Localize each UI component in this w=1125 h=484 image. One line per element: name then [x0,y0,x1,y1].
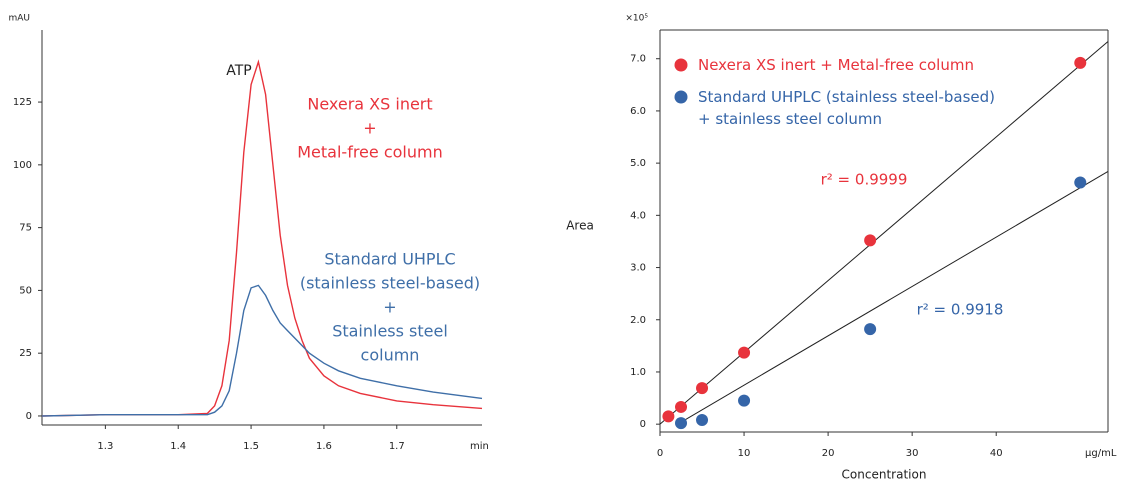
y-unit: ×10⁵ [625,14,648,24]
annotation: (stainless steel-based) [300,274,480,293]
data-point [738,346,751,359]
x-tick-label: 20 [822,448,835,459]
y-tick-label: 0 [640,419,646,430]
x-tick-label: 40 [990,448,1003,459]
y-tick-label: 1.0 [630,367,646,378]
x-unit: µg/mL [1085,448,1117,459]
fit-line [677,171,1109,425]
y-tick-label: 5.0 [630,158,646,169]
legend-marker [674,58,688,72]
annotation: Standard UHPLC [324,250,455,269]
y-tick-label: 75 [19,223,32,234]
legend-label: Standard UHPLC (stainless steel-based) +… [698,88,995,128]
legend-marker [674,90,688,104]
data-point [1074,56,1087,69]
data-point [662,410,675,423]
data-point [738,394,751,407]
x-tick-label: 1.7 [389,441,405,452]
data-point [1074,176,1087,189]
x-tick-label: 1.3 [97,441,113,452]
data-point [696,413,709,426]
annotation: Metal-free column [297,143,442,162]
data-point [696,382,709,395]
legend-label: Nexera XS inert + Metal-free column [698,56,974,74]
series-line [41,284,483,417]
data-point [675,400,688,413]
series-line [41,59,483,417]
y-tick-label: 3.0 [630,263,646,274]
annotation: + [363,119,376,138]
data-point [864,234,877,247]
y-axis-title: Area [566,219,594,233]
fit-line [659,41,1109,425]
y-tick-label: 6.0 [630,106,646,117]
annotation: r² = 0.9999 [821,171,908,189]
x-tick-label: 0 [657,448,663,459]
y-tick-label: 2.0 [630,315,646,326]
y-unit: mAU [8,14,30,24]
data-point [675,417,688,430]
annotation: Nexera XS inert [307,95,432,114]
annotation: + [383,298,396,317]
x-tick-label: 10 [738,448,751,459]
data-point [864,323,877,336]
y-tick-label: 125 [13,97,32,108]
y-tick-label: 4.0 [630,210,646,221]
y-tick-label: 25 [19,348,32,359]
y-tick-label: 0 [26,411,32,422]
y-tick-label: 7.0 [630,54,646,65]
y-tick-label: 100 [13,160,32,171]
annotation: ATP [226,63,251,79]
x-unit: min [470,441,489,452]
y-tick-label: 50 [19,285,32,296]
annotation: Stainless steel [332,322,448,341]
x-axis-title: Concentration [842,468,927,482]
x-tick-label: 30 [906,448,919,459]
x-tick-label: 1.4 [170,441,186,452]
x-tick-label: 1.5 [243,441,259,452]
x-tick-label: 1.6 [316,441,332,452]
annotation: r² = 0.9918 [917,301,1004,319]
annotation: column [361,346,420,365]
